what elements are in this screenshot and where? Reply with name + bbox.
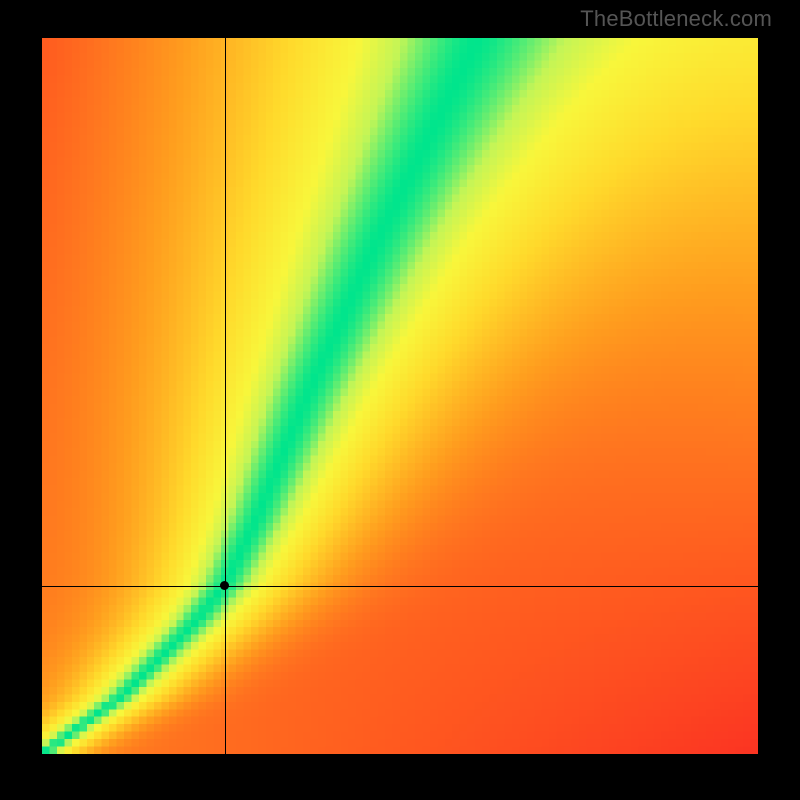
bottleneck-heatmap — [42, 38, 758, 754]
crosshair-horizontal — [42, 586, 758, 587]
watermark-text: TheBottleneck.com — [580, 6, 772, 32]
crosshair-vertical — [225, 38, 226, 754]
chart-container: TheBottleneck.com — [0, 0, 800, 800]
